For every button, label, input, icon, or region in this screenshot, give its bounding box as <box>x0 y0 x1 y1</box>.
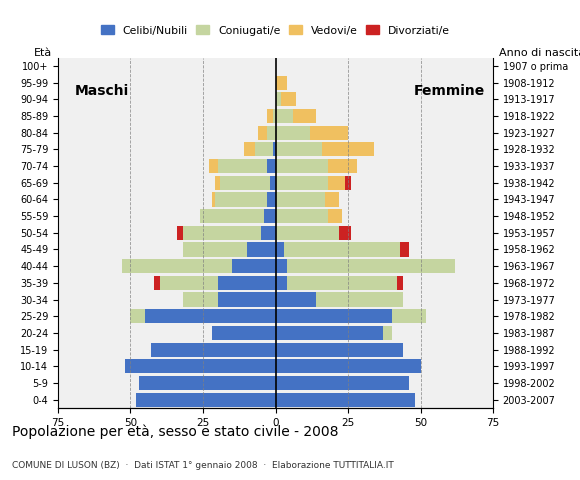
Bar <box>200 209 264 223</box>
Bar <box>232 259 276 273</box>
Bar <box>276 109 293 123</box>
Bar <box>255 142 273 156</box>
Legend: Celibi/Nubili, Coniugati/e, Vedovi/e, Divorziati/e: Celibi/Nubili, Coniugati/e, Vedovi/e, Di… <box>97 21 454 40</box>
Bar <box>276 242 284 257</box>
Bar <box>273 109 275 123</box>
Bar <box>322 142 374 156</box>
Bar <box>276 75 287 90</box>
Bar <box>293 109 316 123</box>
Bar <box>246 242 276 257</box>
Bar <box>276 309 392 324</box>
Bar <box>276 142 322 156</box>
Bar <box>284 242 400 257</box>
Bar <box>273 142 275 156</box>
Bar <box>212 192 215 206</box>
Text: Femmine: Femmine <box>414 84 485 98</box>
Bar <box>287 259 455 273</box>
Bar <box>392 309 426 324</box>
Bar <box>267 109 273 123</box>
Bar <box>220 176 270 190</box>
Bar <box>183 226 261 240</box>
Text: Popolazione per età, sesso e stato civile - 2008: Popolazione per età, sesso e stato civil… <box>12 425 338 439</box>
Bar <box>125 359 276 373</box>
Bar <box>276 126 310 140</box>
Text: Maschi: Maschi <box>74 84 129 98</box>
Bar <box>276 192 325 206</box>
Bar <box>276 259 287 273</box>
Bar <box>276 226 339 240</box>
Bar <box>276 376 409 390</box>
Bar <box>276 176 328 190</box>
Text: Età: Età <box>34 48 52 58</box>
Bar <box>154 276 160 290</box>
Bar <box>183 292 218 307</box>
Bar <box>267 159 276 173</box>
Bar <box>160 276 218 290</box>
Bar <box>145 309 276 324</box>
Bar <box>276 92 281 107</box>
Bar <box>328 159 357 173</box>
Bar <box>139 376 276 390</box>
Bar <box>287 276 397 290</box>
Text: Anno di nascita: Anno di nascita <box>499 48 580 58</box>
Bar <box>136 393 276 407</box>
Bar <box>325 192 339 206</box>
Bar <box>270 176 275 190</box>
Bar <box>267 192 276 206</box>
Bar <box>218 292 276 307</box>
Bar <box>281 92 296 107</box>
Bar <box>218 159 267 173</box>
Bar <box>383 326 392 340</box>
Bar <box>261 226 276 240</box>
Bar <box>122 259 232 273</box>
Bar <box>264 209 276 223</box>
Text: COMUNE DI LUSON (BZ)  ·  Dati ISTAT 1° gennaio 2008  ·  Elaborazione TUTTITALIA.: COMUNE DI LUSON (BZ) · Dati ISTAT 1° gen… <box>12 461 393 470</box>
Bar <box>339 226 351 240</box>
Bar <box>276 343 403 357</box>
Bar <box>400 242 409 257</box>
Bar <box>276 292 316 307</box>
Bar <box>328 209 342 223</box>
Bar <box>276 326 383 340</box>
Bar <box>130 309 145 324</box>
Bar <box>316 292 403 307</box>
Bar <box>244 142 255 156</box>
Bar <box>345 176 351 190</box>
Bar <box>215 176 220 190</box>
Bar <box>209 159 218 173</box>
Bar <box>183 242 246 257</box>
Bar <box>267 126 276 140</box>
Bar <box>151 343 276 357</box>
Bar <box>258 126 267 140</box>
Bar <box>218 276 276 290</box>
Bar <box>310 126 348 140</box>
Bar <box>276 393 415 407</box>
Bar <box>215 192 267 206</box>
Bar <box>177 226 183 240</box>
Bar <box>276 276 287 290</box>
Bar <box>397 276 403 290</box>
Bar <box>328 176 345 190</box>
Bar <box>276 159 328 173</box>
Bar <box>212 326 276 340</box>
Bar <box>276 359 420 373</box>
Bar <box>276 209 328 223</box>
